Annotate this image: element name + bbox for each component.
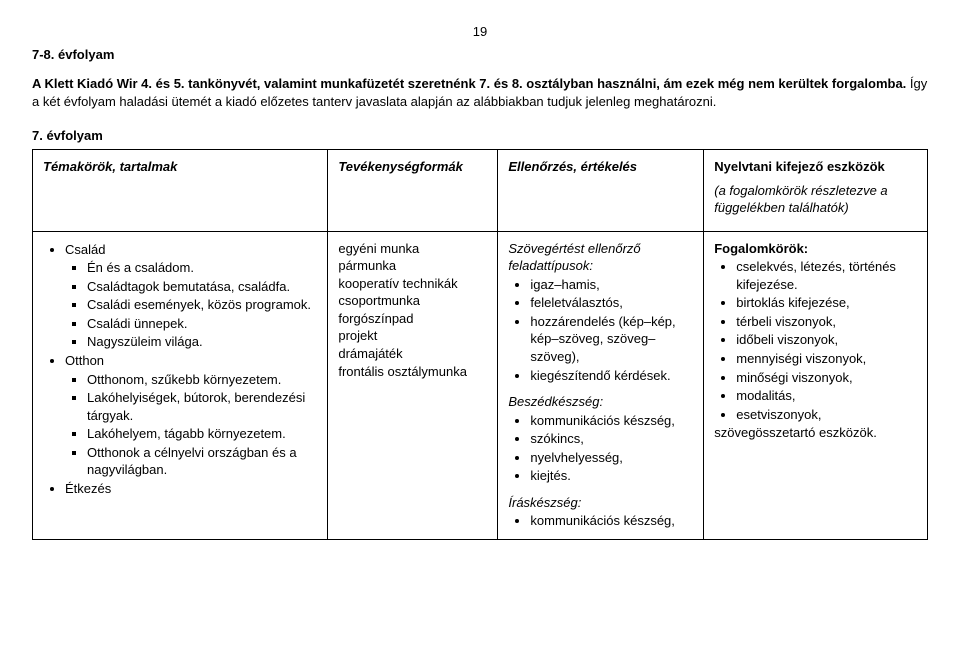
list-item: Családtagok bemutatása, családfa. [87, 278, 317, 296]
header-col3: Ellenőrzés, értékelés [498, 150, 704, 232]
list-item: szókincs, [530, 430, 693, 448]
cell-assessment: Szövegértést ellenőrző feladattípusok: i… [498, 231, 704, 539]
header-col2: Tevékenységformák [328, 150, 498, 232]
table-header-row: Témakörök, tartalmak Tevékenységformák E… [33, 150, 928, 232]
topic-sublist: Én és a családom. Családtagok bemutatása… [65, 259, 317, 351]
list-item: igaz–hamis, [530, 276, 693, 294]
list-item: kommunikációs készség, [530, 512, 693, 530]
list-item: kiejtés. [530, 467, 693, 485]
header-col4: Nyelvtani kifejező eszközök (a fogalomkö… [704, 150, 928, 232]
list-item: kiegészítendő kérdések. [530, 367, 693, 385]
list-item: esetviszonyok, [736, 406, 917, 424]
list-item: nyelvhelyesség, [530, 449, 693, 467]
grammar-tail: szövegösszetartó eszközök. [714, 424, 917, 442]
assessment-section-title: Szövegértést ellenőrző feladattípusok: [508, 240, 693, 275]
list-item: Lakóhelyiségek, bútorok, berendezési tár… [87, 389, 317, 424]
list-item: Otthonom, szűkebb környezetem. [87, 371, 317, 389]
heading-grade: 7-8. évfolyam [32, 47, 928, 62]
activity-line: kooperatív technikák [338, 275, 487, 293]
heading-year: 7. évfolyam [32, 128, 928, 143]
topic-group: Család Én és a családom. Családtagok bem… [65, 241, 317, 351]
topic-group-title: Család [65, 242, 105, 257]
activity-line: frontális osztálymunka [338, 363, 487, 381]
list-item: Lakóhelyem, tágabb környezetem. [87, 425, 317, 443]
activity-line: projekt [338, 327, 487, 345]
list-item: Otthonok a célnyelvi országban és a nagy… [87, 444, 317, 479]
table-body-row: Család Én és a családom. Családtagok bem… [33, 231, 928, 539]
topic-group: Otthon Otthonom, szűkebb környezetem. La… [65, 352, 317, 479]
activity-line: pármunka [338, 257, 487, 275]
topic-group: Étkezés [65, 480, 317, 498]
activity-line: egyéni munka [338, 240, 487, 258]
list-item: Családi ünnepek. [87, 315, 317, 333]
topic-group-title: Otthon [65, 353, 104, 368]
assessment-section-title: Beszédkészség: [508, 393, 693, 411]
topic-sublist: Otthonom, szűkebb környezetem. Lakóhelyi… [65, 371, 317, 479]
list-item: minőségi viszonyok, [736, 369, 917, 387]
list-item: hozzárendelés (kép–kép, kép–szöveg, szöv… [530, 313, 693, 366]
grammar-title: Fogalomkörök: [714, 240, 917, 258]
list-item: kommunikációs készség, [530, 412, 693, 430]
curriculum-table: Témakörök, tartalmak Tevékenységformák E… [32, 149, 928, 540]
page-number: 19 [32, 24, 928, 39]
activity-line: forgószínpad [338, 310, 487, 328]
list-item: feleletválasztós, [530, 294, 693, 312]
cell-activities: egyéni munka pármunka kooperatív technik… [328, 231, 498, 539]
activity-line: csoportmunka [338, 292, 487, 310]
list-item: mennyiségi viszonyok, [736, 350, 917, 368]
activity-line: drámajáték [338, 345, 487, 363]
header-col4-top: Nyelvtani kifejező eszközök [714, 158, 917, 176]
intro-bold: A Klett Kiadó Wir 4. és 5. tankönyvét, v… [32, 76, 906, 91]
cell-grammar: Fogalomkörök: cselekvés, létezés, történ… [704, 231, 928, 539]
list-item: modalitás, [736, 387, 917, 405]
list-item: Nagyszüleim világa. [87, 333, 317, 351]
list-item: cselekvés, létezés, történés kifejezése. [736, 258, 917, 293]
list-item: birtoklás kifejezése, [736, 294, 917, 312]
list-item: Családi események, közös programok. [87, 296, 317, 314]
header-col4-sub: (a fogalomkörök részletezve a függelékbe… [714, 182, 917, 217]
cell-topics: Család Én és a családom. Családtagok bem… [33, 231, 328, 539]
intro-paragraph: A Klett Kiadó Wir 4. és 5. tankönyvét, v… [32, 75, 928, 110]
list-item: térbeli viszonyok, [736, 313, 917, 331]
list-item: Én és a családom. [87, 259, 317, 277]
assessment-section-title: Íráskészség: [508, 494, 693, 512]
list-item: időbeli viszonyok, [736, 331, 917, 349]
header-col1: Témakörök, tartalmak [33, 150, 328, 232]
